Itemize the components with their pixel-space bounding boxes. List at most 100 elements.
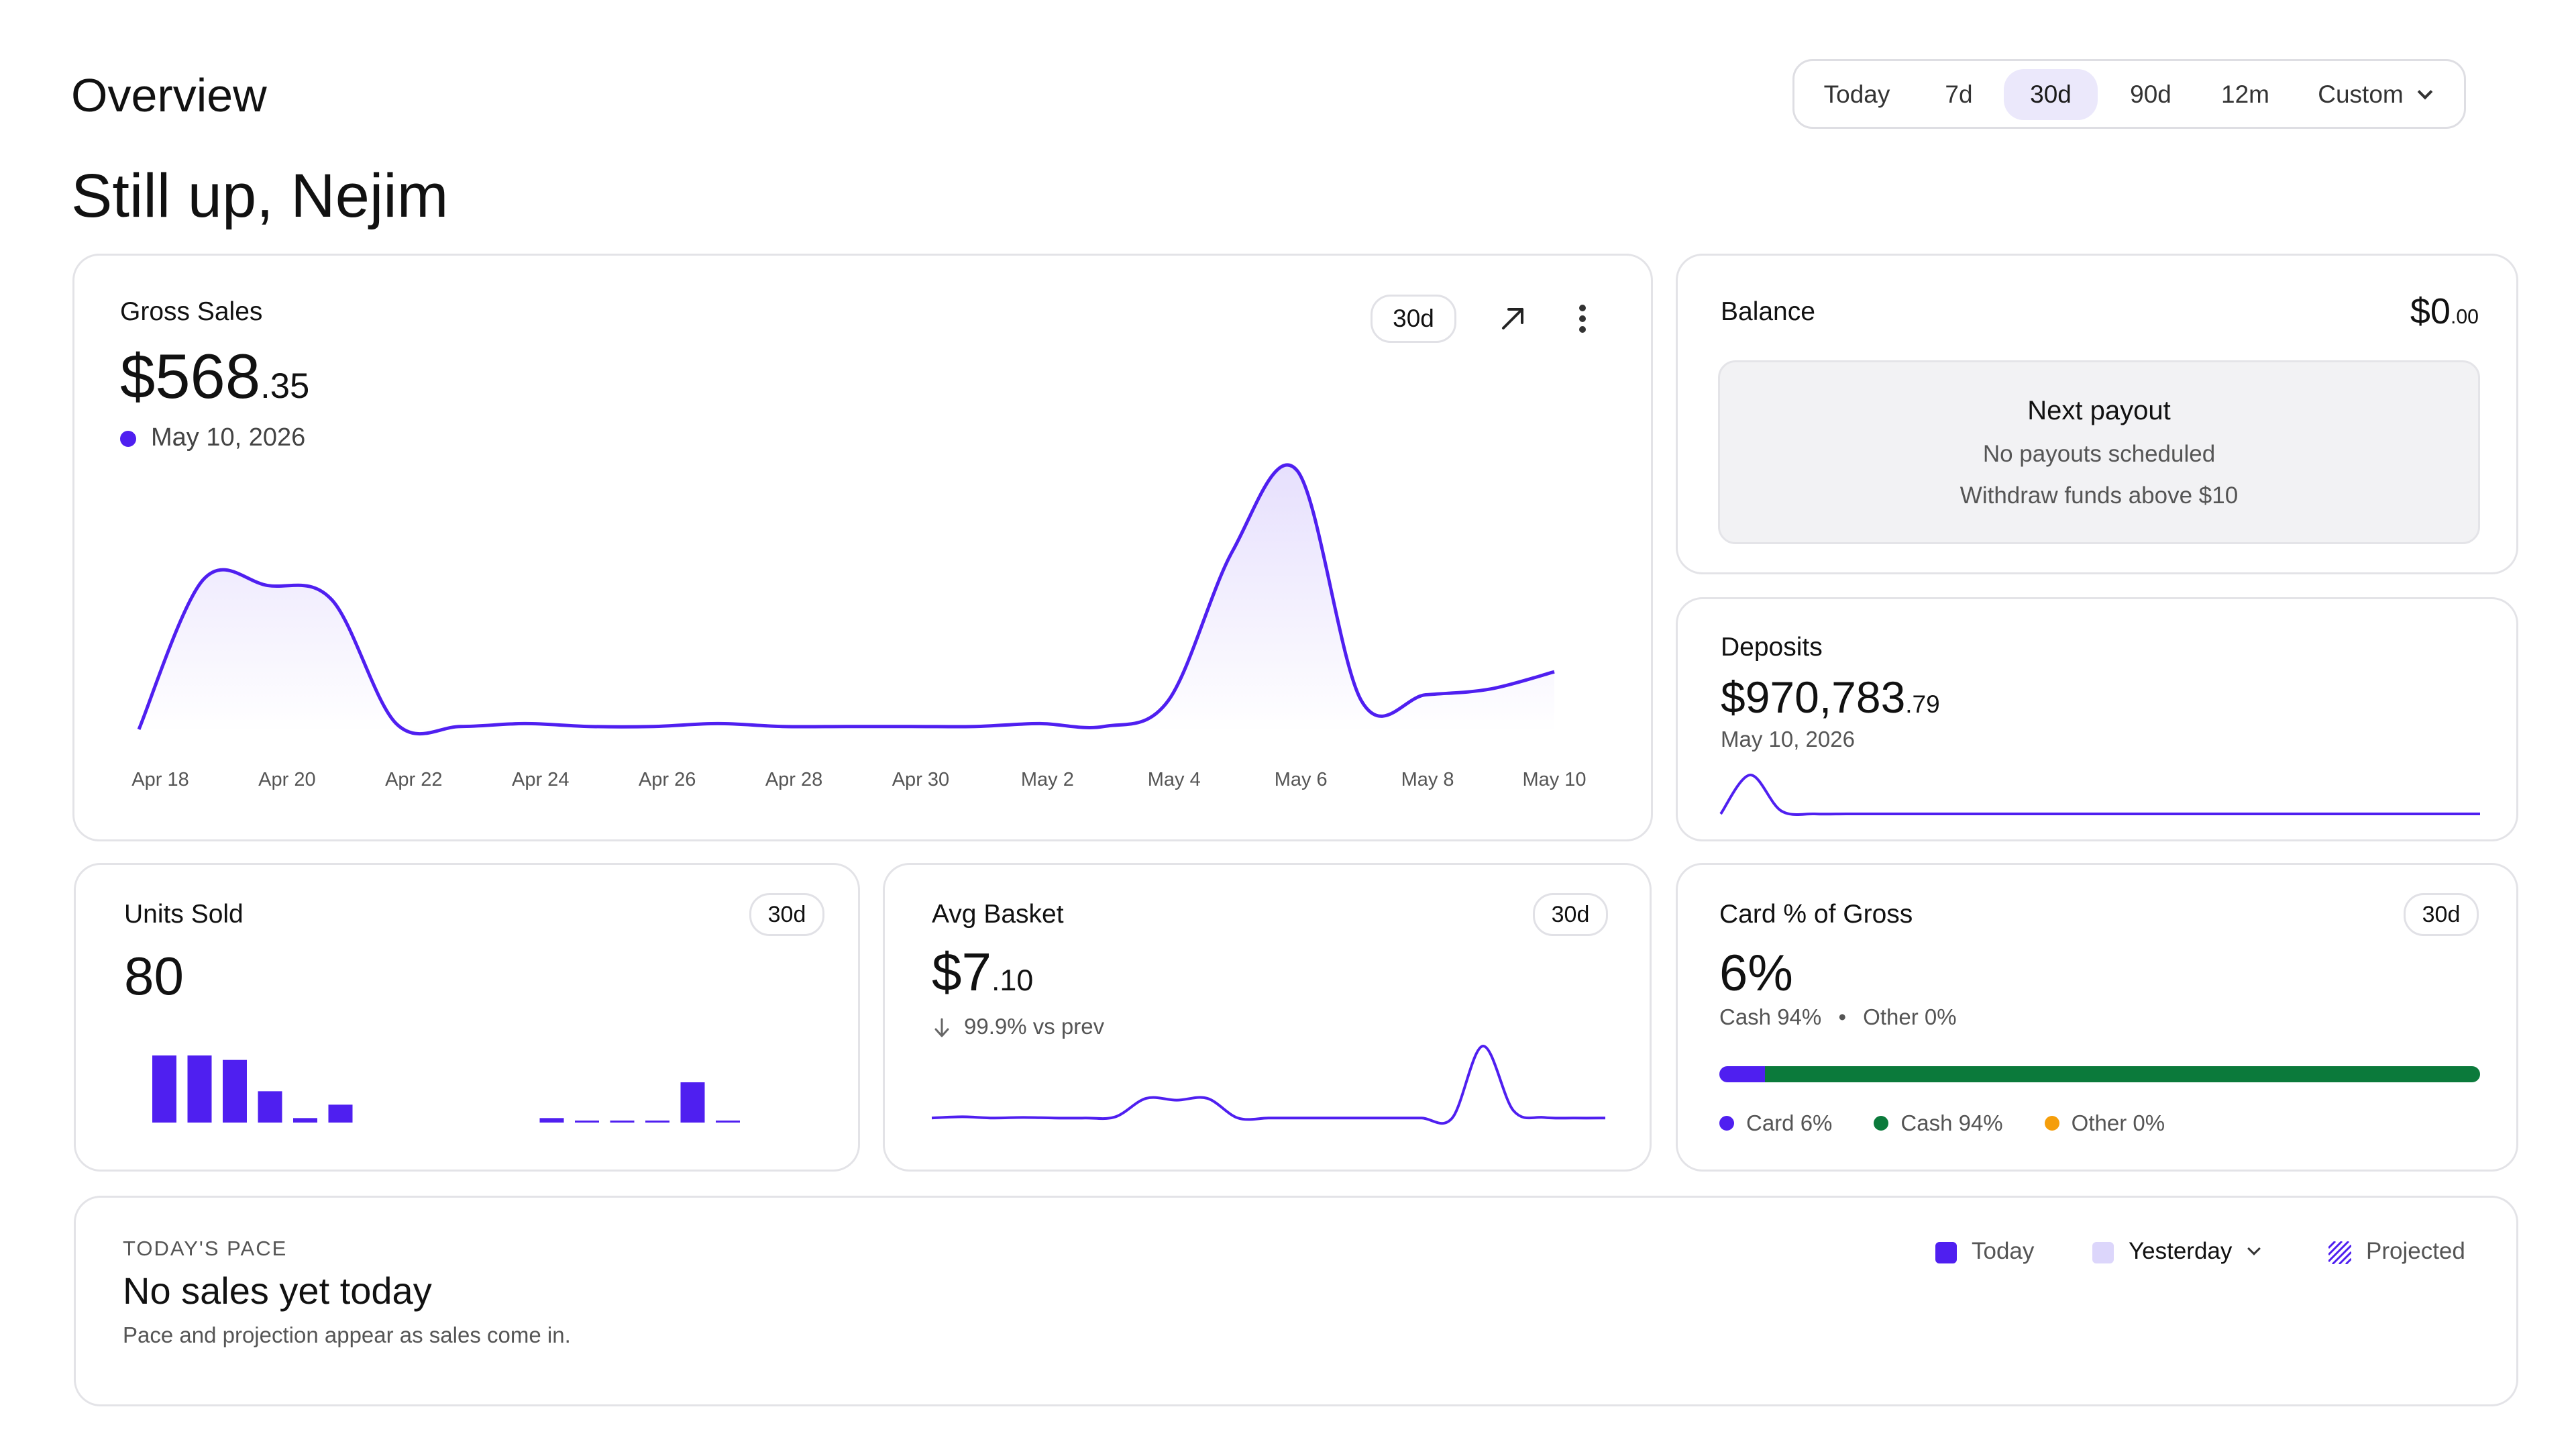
legend-cash-dot [1874,1116,1889,1131]
card-pct-breakdown: Cash 94% • Other 0% [1719,1004,1957,1030]
units-bar [223,1059,247,1123]
next-payout-panel: Next payout No payouts scheduled Withdra… [1718,360,2480,544]
legend-today-label: Today [1972,1238,2035,1264]
deposits-value-main: $970,783 [1721,672,1906,722]
x-tick-label: May 4 [1148,769,1201,790]
x-tick-label: Apr 22 [385,769,442,790]
separator-dot: • [1838,1004,1846,1029]
units-bar [610,1121,635,1123]
units-sold-title: Units Sold [124,900,244,929]
x-tick-label: Apr 18 [131,769,189,790]
greeting: Still up, Nejim [71,162,449,230]
balance-value-cents: .00 [2450,306,2479,328]
arrow-up-right-icon[interactable] [1493,299,1533,339]
units-bar [575,1121,599,1123]
legend-yesterday[interactable]: Yesterday [2092,1238,2261,1265]
avg-basket-value-main: $7 [932,942,991,1002]
range-custom-label: Custom [2318,81,2404,108]
x-tick-label: May 8 [1401,769,1454,790]
chevron-down-icon [2247,1242,2261,1255]
x-tick-label: Apr 30 [892,769,949,790]
range-12m[interactable]: 12m [2221,81,2269,108]
range-7d[interactable]: 7d [1945,81,1973,108]
x-tick-label: May 6 [1275,769,1328,790]
more-vertical-icon[interactable] [1569,299,1596,339]
gross-sales-range-badge[interactable]: 30d [1371,295,1456,343]
gross-sales-date: May 10, 2026 [151,423,306,452]
units-sold-value: 80 [124,946,184,1006]
today-swatch [1935,1241,1957,1263]
card-pct-cash: Cash 94% [1719,1004,1822,1029]
balance-title: Balance [1721,297,1815,326]
x-tick-label: Apr 20 [258,769,315,790]
range-today[interactable]: Today [1823,81,1890,108]
units-bar [293,1118,317,1123]
units-bar [328,1104,353,1123]
deposits-value: $970,783.79 [1721,672,1940,723]
gross-sales-value: $568.35 [120,340,309,413]
range-90d[interactable]: 90d [2130,81,2171,108]
deposits-card: Deposits $970,783.79 May 10, 2026 [1676,597,2518,841]
x-tick-label: May 2 [1021,769,1074,790]
avg-basket-change: 99.9% vs prev [964,1014,1105,1039]
card-pct-title: Card % of Gross [1719,900,1913,929]
legend-card-label: Card 6% [1746,1110,1833,1135]
legend-yesterday-label: Yesterday [2129,1238,2233,1264]
units-bar [187,1055,212,1123]
share-bar-cash-segment [1765,1066,2480,1082]
deposits-date: May 10, 2026 [1721,727,1855,752]
card-pct-range-badge[interactable]: 30d [2404,893,2479,936]
avg-basket-line [931,1045,1606,1125]
share-bar-card-segment [1719,1066,1766,1082]
share-legend: Card 6% Cash 94% Other 0% [1719,1110,2165,1136]
units-sold-range-badge[interactable]: 30d [749,893,824,936]
units-bar [539,1118,564,1123]
gross-sales-title: Gross Sales [120,297,263,326]
legend-cash-label: Cash 94% [1900,1110,2003,1135]
avg-basket-title: Avg Basket [932,900,1064,929]
deposits-value-cents: .79 [1905,690,1940,718]
legend-projected-label: Projected [2366,1238,2465,1264]
deposits-line [1719,774,2480,817]
gross-sales-area [139,464,1554,734]
legend-other-dot [2044,1116,2059,1131]
page-title: Overview [71,69,267,121]
legend-card: Card 6% [1719,1110,1832,1136]
card-pct-other: Other 0% [1863,1004,1957,1029]
x-tick-label: Apr 24 [512,769,569,790]
date-range-selector: Today 7d 30d 90d 12m Custom [1792,59,2466,129]
chevron-down-icon [2417,84,2433,100]
units-bar [716,1121,740,1123]
range-custom[interactable]: Custom [2294,69,2455,120]
todays-pace-card: TODAY'S PACE No sales yet today Pace and… [74,1196,2518,1406]
range-30d[interactable]: 30d [2004,69,2098,120]
avg-basket-range-badge[interactable]: 30d [1533,893,1608,936]
deposits-sparkline [1719,774,2480,817]
legend-other: Other 0% [2044,1110,2165,1136]
gross-sales-line [137,463,1555,736]
share-bar [1719,1066,2480,1082]
yesterday-swatch [2092,1241,2114,1263]
hatched-swatch-icon [2327,1240,2353,1265]
todays-pace-subtitle: Pace and projection appear as sales come… [123,1323,571,1347]
avg-basket-change-row: 99.9% vs prev [932,1014,1104,1039]
gross-sales-value-cents: .35 [260,366,310,406]
todays-pace-kicker: TODAY'S PACE [123,1237,288,1260]
series-dot [120,431,136,447]
legend-projected: Projected [2327,1238,2465,1265]
avg-basket-value: $7.10 [932,941,1033,1003]
x-tick-label: Apr 28 [765,769,822,790]
next-payout-title: Next payout [2027,396,2171,425]
x-tick-label: May 10 [1522,769,1586,790]
balance-card: Balance $0.00 Next payout No payouts sch… [1676,254,2518,574]
units-bar [645,1121,669,1123]
payout-hint: Withdraw funds above $10 [1960,482,2239,509]
card-pct-value: 6% [1719,945,1793,1002]
avg-basket-sparkline [931,1045,1606,1125]
gross-sales-value-main: $568 [120,341,261,411]
legend-card-dot [1719,1116,1734,1131]
gross-sales-date-row: May 10, 2026 [120,423,305,452]
gross-sales-chart: Apr 18 Apr 20 Apr 22 Apr 24 Apr 26 Apr 28 Apr … [131,463,1587,790]
balance-value-main: $0 [2410,291,2451,331]
avg-basket-value-cents: .10 [991,964,1034,997]
